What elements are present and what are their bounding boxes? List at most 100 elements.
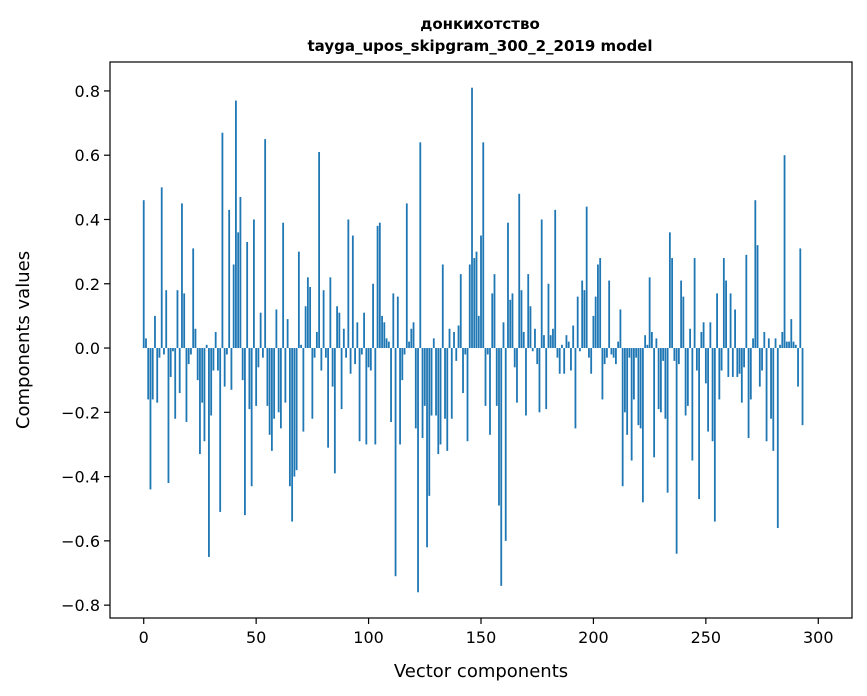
bar-187 xyxy=(563,348,566,374)
x-tick-label: 100 xyxy=(353,628,384,647)
bar-120 xyxy=(412,322,415,349)
bar-45 xyxy=(244,348,246,516)
bar-59 xyxy=(275,309,278,349)
bar-224 xyxy=(646,344,649,349)
bar-285 xyxy=(783,155,786,349)
bar-50 xyxy=(255,348,258,406)
bar-164 xyxy=(511,293,514,349)
bar-54 xyxy=(264,139,267,349)
bar-124 xyxy=(421,348,424,439)
bar-101 xyxy=(369,348,372,371)
bar-72 xyxy=(304,306,307,349)
bar-246 xyxy=(695,348,698,371)
bar-238 xyxy=(677,348,680,365)
bar-63 xyxy=(284,348,287,403)
bar-89 xyxy=(342,328,345,349)
bar-37 xyxy=(226,348,228,355)
bar-121 xyxy=(414,348,417,429)
bar-226 xyxy=(650,331,653,349)
bar-162 xyxy=(507,222,509,349)
bar-159 xyxy=(500,348,503,586)
bars-group xyxy=(142,87,804,593)
bar-113 xyxy=(396,296,399,349)
bar-196 xyxy=(583,290,586,349)
bar-62 xyxy=(282,222,285,349)
bar-200 xyxy=(592,315,595,349)
y-tick-label: −0.8 xyxy=(61,596,100,615)
bar-42 xyxy=(237,232,240,349)
bar-15 xyxy=(176,290,179,349)
bar-222 xyxy=(641,348,644,503)
bar-69 xyxy=(297,251,300,349)
bar-269 xyxy=(747,348,750,439)
bar-112 xyxy=(394,348,397,577)
bar-234 xyxy=(668,232,671,349)
bar-152 xyxy=(484,348,487,406)
bar-281 xyxy=(774,338,777,349)
bar-221 xyxy=(639,348,642,429)
bar-33 xyxy=(217,348,219,371)
bar-23 xyxy=(194,328,197,349)
bar-160 xyxy=(502,322,505,349)
bar-240 xyxy=(682,296,685,349)
bar-10 xyxy=(165,290,168,349)
bar-64 xyxy=(286,319,289,349)
bar-103 xyxy=(374,348,377,445)
bar-177 xyxy=(540,219,543,349)
y-tick-label: −0.6 xyxy=(61,532,100,551)
bar-105 xyxy=(378,222,381,349)
bar-47 xyxy=(248,348,251,410)
bar-265 xyxy=(738,348,741,374)
bar-233 xyxy=(666,348,669,493)
bar-95 xyxy=(356,322,359,349)
bar-151 xyxy=(482,142,485,349)
bar-22 xyxy=(192,248,195,349)
bar-245 xyxy=(693,258,696,349)
bar-48 xyxy=(250,348,253,487)
bar-262 xyxy=(731,348,734,377)
bar-289 xyxy=(792,341,795,349)
bar-145 xyxy=(468,264,471,349)
bar-96 xyxy=(358,348,361,442)
bar-247 xyxy=(698,348,700,500)
bar-201 xyxy=(594,296,597,349)
bar-266 xyxy=(740,348,743,403)
bar-73 xyxy=(306,277,309,349)
bar-148 xyxy=(475,251,478,349)
bar-142 xyxy=(462,348,464,394)
bar-223 xyxy=(644,335,647,349)
bar-260 xyxy=(727,348,730,377)
bar-92 xyxy=(349,348,352,374)
bar-80 xyxy=(322,290,325,349)
bar-156 xyxy=(493,274,496,349)
bar-123 xyxy=(419,142,422,349)
bar-49 xyxy=(253,219,255,349)
bar-122 xyxy=(417,348,419,593)
bar-5 xyxy=(154,315,156,349)
bar-36 xyxy=(223,348,226,387)
bar-194 xyxy=(579,348,581,352)
x-tick-label: 250 xyxy=(691,628,722,647)
bar-188 xyxy=(565,335,568,349)
bar-51 xyxy=(257,348,260,368)
y-tick-label: 0.6 xyxy=(75,146,100,165)
chart-title-line1: донкихотство xyxy=(420,15,540,33)
bar-206 xyxy=(606,348,608,358)
bar-114 xyxy=(399,348,401,445)
bar-287 xyxy=(788,341,790,349)
bar-94 xyxy=(354,348,356,365)
bar-288 xyxy=(790,319,793,349)
bar-275 xyxy=(761,348,763,371)
bar-250 xyxy=(704,348,707,384)
bar-166 xyxy=(516,348,518,403)
bar-29 xyxy=(208,348,210,557)
bar-3 xyxy=(149,348,152,490)
bar-91 xyxy=(347,219,350,349)
bar-129 xyxy=(432,338,435,349)
bar-218 xyxy=(633,348,635,400)
bar-251 xyxy=(707,348,709,432)
bar-155 xyxy=(491,293,494,349)
bar-140 xyxy=(457,325,460,349)
bar-208 xyxy=(610,348,613,355)
bar-202 xyxy=(597,264,599,349)
